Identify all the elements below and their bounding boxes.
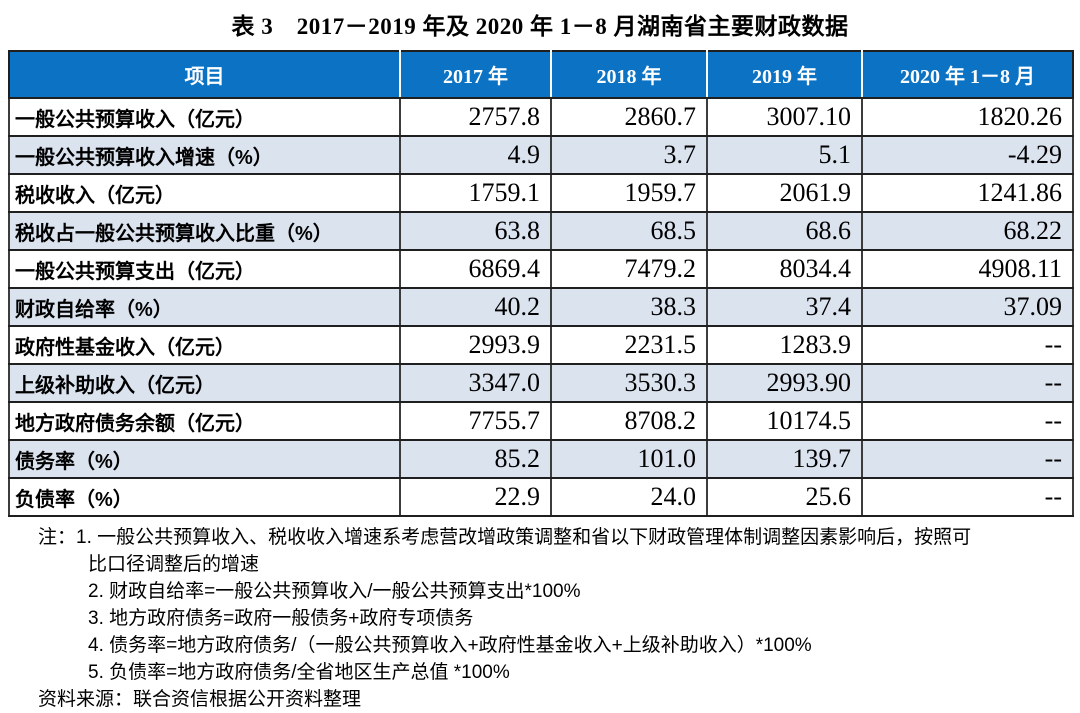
- cell-value: 68.5: [550, 211, 708, 251]
- row-label: 负债率（%）: [8, 477, 401, 517]
- note-item: 2. 财政自给率=一般公共预算收入/一般公共预算支出*100%: [88, 581, 581, 602]
- table-row: 上级补助收入（亿元） 3347.0 3530.3 2993.90 --: [8, 363, 1074, 403]
- row-label: 税收收入（亿元）: [8, 173, 401, 213]
- table-row: 债务率（%） 85.2 101.0 139.7 --: [8, 439, 1074, 479]
- note-item: 3. 地方政府债务=政府一般债务+政府专项债务: [88, 608, 474, 629]
- source-line: 资料来源：联合资信根据公开资料整理: [38, 689, 362, 710]
- cell-value: --: [861, 325, 1074, 365]
- cell-value: 2231.5: [550, 325, 708, 365]
- note-label: 注：: [38, 527, 77, 548]
- cell-value: 1241.86: [861, 173, 1074, 213]
- table-row: 财政自给率（%） 40.2 38.3 37.4 37.09: [8, 287, 1074, 327]
- cell-value: 68.6: [706, 211, 863, 251]
- column-header-2017: 2017 年: [400, 51, 552, 99]
- cell-value: 4908.11: [861, 249, 1074, 289]
- cell-value: 38.3: [550, 287, 708, 327]
- row-label: 地方政府债务余额（亿元）: [8, 401, 401, 441]
- row-label: 债务率（%）: [8, 439, 401, 479]
- table-row: 一般公共预算支出（亿元） 6869.4 7479.2 8034.4 4908.1…: [8, 249, 1074, 289]
- table-row: 政府性基金收入（亿元） 2993.9 2231.5 1283.9 --: [8, 325, 1074, 365]
- cell-value: 2860.7: [550, 97, 708, 137]
- cell-value: 2993.9: [399, 325, 552, 365]
- row-label: 一般公共预算收入增速（%）: [8, 135, 401, 175]
- note-item: 4. 债务率=地方政府债务/（一般公共预算收入+政府性基金收入+上级补助收入）*…: [88, 635, 812, 656]
- table-row: 税收收入（亿元） 1759.1 1959.7 2061.9 1241.86: [8, 173, 1074, 213]
- row-label: 一般公共预算收入（亿元）: [8, 97, 401, 137]
- cell-value: 25.6: [706, 477, 863, 517]
- cell-value: 22.9: [399, 477, 552, 517]
- cell-value: 101.0: [550, 439, 708, 479]
- column-header-2018: 2018 年: [551, 51, 708, 99]
- cell-value: 2757.8: [399, 97, 552, 137]
- row-label: 上级补助收入（亿元）: [8, 363, 401, 403]
- cell-value: 63.8: [399, 211, 552, 251]
- cell-value: 8034.4: [706, 249, 863, 289]
- table-row: 一般公共预算收入（亿元） 2757.8 2860.7 3007.10 1820.…: [8, 97, 1074, 137]
- cell-value: 37.4: [706, 287, 863, 327]
- footnotes: 注：1. 一般公共预算收入、税收收入增速系考虑营改增政策调整和省以下财政管理体制…: [38, 524, 978, 713]
- table-row: 地方政府债务余额（亿元） 7755.7 8708.2 10174.5 --: [8, 401, 1074, 441]
- cell-value: -4.29: [861, 135, 1074, 175]
- header-row: 项目 2017 年 2018 年 2019 年 2020 年 1－8 月: [9, 51, 1074, 99]
- row-label: 政府性基金收入（亿元）: [8, 325, 401, 365]
- table-row: 税收占一般公共预算收入比重（%） 63.8 68.5 68.6 68.22: [8, 211, 1074, 251]
- cell-value: 2061.9: [706, 173, 863, 213]
- cell-value: --: [861, 439, 1074, 479]
- page: { "title": "表 3 2017－2019 年及 2020 年 1－8 …: [0, 7, 1080, 710]
- cell-value: --: [861, 401, 1074, 441]
- cell-value: --: [861, 363, 1074, 403]
- cell-value: --: [861, 477, 1074, 517]
- table-title: 表 3 2017－2019 年及 2020 年 1－8 月湖南省主要财政数据: [231, 14, 849, 39]
- cell-value: 68.22: [861, 211, 1074, 251]
- cell-value: 4.9: [399, 135, 552, 175]
- table-row: 一般公共预算收入增速（%） 4.9 3.7 5.1 -4.29: [8, 135, 1074, 175]
- cell-value: 1959.7: [550, 173, 708, 213]
- cell-value: 7755.7: [399, 401, 552, 441]
- cell-value: 10174.5: [706, 401, 863, 441]
- cell-value: 1759.1: [399, 173, 552, 213]
- table-row: 负债率（%） 22.9 24.0 25.6 --: [8, 477, 1074, 517]
- finance-data-table: 项目 2017 年 2018 年 2019 年 2020 年 1－8 月 一般公…: [8, 50, 1074, 517]
- column-header-2020-jan-aug: 2020 年 1－8 月: [862, 51, 1074, 99]
- cell-value: 6869.4: [399, 249, 552, 289]
- row-label: 税收占一般公共预算收入比重（%）: [8, 211, 401, 251]
- cell-value: 3347.0: [399, 363, 552, 403]
- table-body: 一般公共预算收入（亿元） 2757.8 2860.7 3007.10 1820.…: [8, 97, 1074, 517]
- row-label: 财政自给率（%）: [8, 287, 401, 327]
- note-text: 1. 一般公共预算收入、税收收入增速系考虑营改增政策调整和省以下财政管理体制调整…: [76, 527, 972, 575]
- cell-value: 3007.10: [706, 97, 863, 137]
- table-header: 项目 2017 年 2018 年 2019 年 2020 年 1－8 月: [9, 51, 1074, 99]
- row-label: 一般公共预算支出（亿元）: [8, 249, 401, 289]
- cell-value: 24.0: [550, 477, 708, 517]
- note-item: 5. 负债率=地方政府债务/全省地区生产总值 *100%: [88, 662, 510, 683]
- column-header-item: 项目: [9, 51, 401, 99]
- cell-value: 3.7: [550, 135, 708, 175]
- cell-value: 8708.2: [550, 401, 708, 441]
- cell-value: 5.1: [706, 135, 863, 175]
- cell-value: 40.2: [399, 287, 552, 327]
- column-header-2019: 2019 年: [707, 51, 863, 99]
- cell-value: 37.09: [861, 287, 1074, 327]
- cell-value: 1820.26: [861, 97, 1074, 137]
- cell-value: 85.2: [399, 439, 552, 479]
- cell-value: 1283.9: [706, 325, 863, 365]
- note-item: 注：1. 一般公共预算收入、税收收入增速系考虑营改增政策调整和省以下财政管理体制…: [38, 524, 978, 578]
- cell-value: 139.7: [706, 439, 863, 479]
- cell-value: 3530.3: [550, 363, 708, 403]
- cell-value: 2993.90: [706, 363, 863, 403]
- cell-value: 7479.2: [550, 249, 708, 289]
